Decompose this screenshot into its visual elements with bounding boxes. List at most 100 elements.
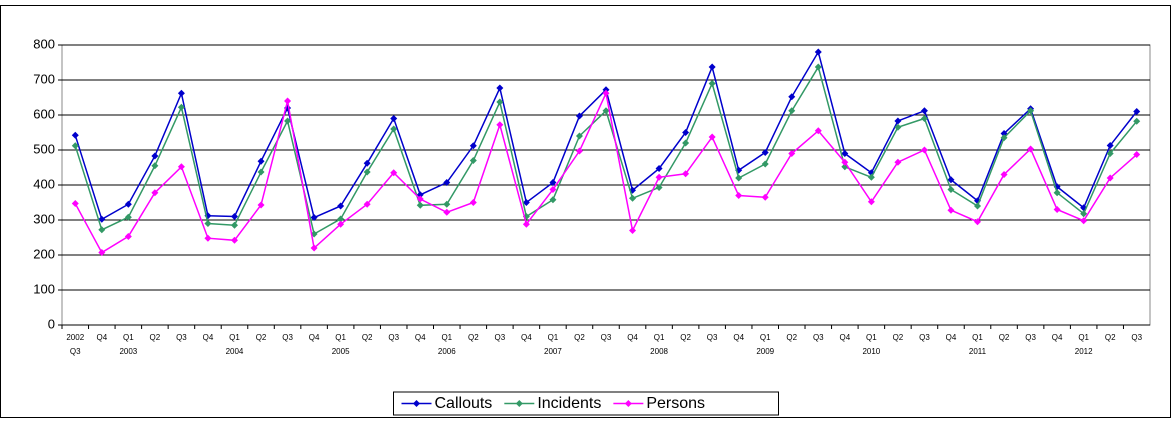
x-year-label: 2011 — [969, 347, 987, 356]
x-tick-label: Q1 — [866, 333, 877, 342]
point-marker — [257, 201, 265, 209]
point-marker — [814, 127, 822, 135]
point-marker — [920, 107, 928, 115]
point-marker — [814, 48, 822, 56]
point-marker — [1000, 134, 1008, 142]
point-marker — [1080, 217, 1088, 225]
legend-label: Callouts — [435, 395, 493, 412]
point-marker — [1133, 117, 1141, 125]
x-year-label: 2008 — [650, 347, 668, 356]
point-marker — [655, 165, 663, 173]
x-tick-label: Q3 — [919, 333, 930, 342]
x-year-label: 2004 — [226, 347, 244, 356]
x-tick-label: Q4 — [96, 333, 107, 342]
y-tick-label: 500 — [33, 141, 55, 156]
point-marker — [443, 208, 451, 216]
point-marker — [867, 173, 875, 181]
point-marker — [230, 213, 238, 220]
y-tick-label: 800 — [33, 36, 55, 51]
x-tick-label: Q4 — [521, 333, 532, 342]
y-tick-label: 0 — [48, 316, 55, 331]
x-tick-label: Q4 — [946, 333, 957, 342]
point-marker — [894, 123, 902, 131]
point-marker — [416, 201, 424, 209]
point-marker — [947, 176, 955, 184]
point-marker — [124, 232, 132, 240]
point-marker — [974, 202, 982, 210]
point-marker — [496, 84, 504, 92]
point-marker — [1053, 189, 1061, 197]
point-marker — [788, 93, 796, 101]
x-tick-label: Q2 — [574, 333, 585, 342]
point-marker — [390, 169, 398, 177]
x-tick-label: Q3 — [495, 333, 506, 342]
x-year-label: 2009 — [756, 347, 774, 356]
point-marker — [71, 200, 79, 208]
point-marker — [496, 121, 504, 129]
point-marker — [708, 80, 716, 87]
point-marker — [98, 215, 106, 223]
x-tick-label: Q2 — [362, 333, 373, 342]
x-year-label: 2012 — [1075, 347, 1093, 356]
x-year-label: 2002 — [66, 333, 84, 342]
x-tick-label: Q2 — [1105, 333, 1116, 342]
point-marker — [284, 117, 292, 125]
point-marker — [575, 112, 583, 120]
point-marker — [257, 168, 265, 176]
x-tick-label: Q3 — [813, 333, 824, 342]
legend-box — [393, 391, 779, 416]
point-marker — [469, 142, 477, 150]
point-marker — [522, 199, 530, 206]
point-marker — [177, 89, 185, 97]
x-year-label: 2007 — [544, 347, 562, 356]
x-tick-label: Q1 — [123, 333, 134, 342]
x-tick-label: Q4 — [627, 333, 638, 342]
x-tick-label: Q1 — [441, 333, 452, 342]
point-marker — [151, 162, 159, 170]
point-marker — [443, 179, 451, 187]
point-marker — [947, 206, 955, 214]
point-marker — [735, 192, 743, 199]
point-marker — [1027, 107, 1035, 115]
point-marker — [1106, 150, 1114, 157]
point-marker — [761, 193, 769, 201]
point-marker — [71, 142, 79, 150]
y-tick-label: 100 — [33, 281, 55, 296]
x-tick-label: Q3 — [70, 347, 81, 356]
point-marker — [310, 244, 318, 252]
y-tick-label: 700 — [33, 71, 55, 86]
x-tick-label: Q4 — [309, 333, 320, 342]
point-marker — [1133, 151, 1141, 159]
point-marker — [151, 152, 159, 160]
point-marker — [867, 198, 875, 206]
x-tick-label: Q1 — [548, 333, 559, 342]
point-marker — [1080, 210, 1088, 218]
point-marker — [602, 89, 610, 97]
point-marker — [894, 117, 902, 125]
point-marker — [177, 163, 185, 171]
x-tick-label: Q1 — [760, 333, 771, 342]
point-marker — [788, 107, 796, 115]
x-tick-label: Q3 — [176, 333, 187, 342]
x-tick-label: Q4 — [1052, 333, 1063, 342]
point-marker — [761, 148, 769, 156]
point-marker — [1106, 174, 1114, 182]
point-marker — [841, 158, 849, 166]
point-marker — [337, 202, 345, 210]
point-marker — [575, 132, 583, 140]
point-marker — [708, 63, 716, 71]
point-marker — [204, 220, 212, 227]
point-marker — [920, 146, 928, 154]
x-tick-label: Q1 — [1078, 333, 1089, 342]
x-tick-label: Q3 — [388, 333, 399, 342]
point-marker — [629, 194, 637, 202]
legend-label: Persons — [646, 395, 705, 412]
point-marker — [204, 234, 212, 242]
point-marker — [735, 174, 743, 182]
point-marker — [337, 215, 345, 223]
x-tick-label: Q3 — [707, 333, 718, 342]
point-marker — [575, 147, 583, 155]
x-tick-label: Q3 — [601, 333, 612, 342]
point-marker — [841, 150, 849, 157]
